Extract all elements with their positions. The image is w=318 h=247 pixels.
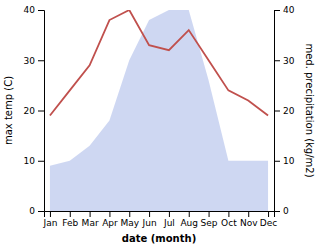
x-axis: Jan Feb MarAprMayJun Jul AugSepOctNovDec: [43, 211, 278, 228]
y2-tick-label: 30: [283, 56, 295, 66]
x-tick: May: [120, 211, 139, 228]
y2-axis-line: [275, 11, 281, 212]
y2-tick-mark: [274, 211, 280, 212]
y2-tick-mark: [274, 10, 280, 11]
y-tick-label: 20: [24, 106, 36, 116]
x-tick: Mar: [82, 211, 99, 228]
x-axis-title: date (month): [122, 233, 196, 244]
chart-container: Jan Feb MarAprMayJun Jul AugSepOctNovDec 0 10 2…: [0, 0, 318, 247]
y2-tick-mark: [274, 60, 280, 61]
y2-tick-label: 20: [283, 106, 295, 116]
y2-tick: 0: [274, 206, 289, 216]
x-tick-label: Sep: [201, 218, 218, 228]
y2-tick-label: 10: [283, 156, 295, 166]
x-tick-mark: [129, 211, 130, 217]
x-tick: Feb: [62, 211, 78, 228]
y2-axis-title: med. precipitation (kg/m2): [304, 43, 315, 177]
x-tick: Jul: [163, 211, 175, 228]
y2-tick: 30: [274, 56, 295, 66]
x-tick-label: Nov: [240, 218, 258, 228]
y-tick: 0: [29, 206, 44, 216]
x-tick-label: Jul: [163, 218, 175, 228]
x-axis-line: [45, 212, 275, 218]
x-tick-label: Jun: [142, 218, 157, 228]
y-tick-label: 10: [24, 156, 36, 166]
y-axis-title: max temp (C): [3, 76, 14, 145]
y-axis-line: [38, 11, 45, 212]
x-tick: Nov: [240, 211, 258, 228]
x-tick-label: Aug: [180, 218, 198, 228]
x-tick-label: Mar: [82, 218, 99, 228]
y-tick: 10: [24, 156, 44, 166]
y-tick-label: 0: [29, 206, 35, 216]
y2-tick: 40: [274, 5, 295, 15]
y2-tick: 10: [274, 156, 295, 166]
area: [50, 10, 268, 211]
y2-axis: 0 10 20 30 40: [274, 5, 295, 216]
x-tick: Apr: [102, 211, 118, 228]
y2-tick-mark: [274, 111, 280, 112]
y-tick-label: 30: [24, 56, 36, 66]
x-tick-mark: [70, 211, 71, 217]
x-tick-mark: [90, 211, 91, 217]
y2-tick-label: 40: [283, 5, 295, 15]
y2-tick-mark: [274, 161, 280, 162]
y-tick-mark: [38, 60, 44, 61]
x-tick-mark: [149, 211, 150, 217]
y-tick-mark: [38, 211, 44, 212]
x-tick-label: Apr: [102, 218, 118, 228]
x-tick-mark: [50, 211, 51, 217]
x-tick: Aug: [180, 211, 198, 228]
y2-tick-label: 0: [283, 206, 289, 216]
x-tick-mark: [228, 211, 229, 217]
y-tick: 30: [24, 56, 44, 66]
marks: [50, 10, 268, 211]
x-tick: Oct: [221, 211, 237, 228]
x-tick: Dec: [260, 211, 277, 228]
x-tick-mark: [109, 211, 110, 217]
y-tick-mark: [38, 111, 44, 112]
x-tick-mark: [169, 211, 170, 217]
x-tick: Sep: [201, 211, 218, 228]
y-tick: 40: [24, 5, 44, 15]
x-tick-label: Jan: [43, 218, 58, 228]
plot-area: Jan Feb MarAprMayJun Jul AugSepOctNovDec 0 10 2…: [24, 5, 295, 228]
chart: Jan Feb MarAprMayJun Jul AugSepOctNovDec 0 10 2…: [0, 0, 318, 247]
x-tick-label: Oct: [221, 218, 237, 228]
x-tick: Jan: [43, 211, 58, 228]
x-tick-label: Dec: [260, 218, 277, 228]
y-tick: 20: [24, 106, 44, 116]
x-tick-mark: [209, 211, 210, 217]
x-tick-label: May: [120, 218, 139, 228]
y-tick-mark: [38, 10, 44, 11]
x-tick-mark: [268, 211, 269, 217]
x-tick-mark: [248, 211, 249, 217]
x-tick-label: Feb: [62, 218, 78, 228]
y2-tick: 20: [274, 106, 295, 116]
line: [50, 10, 268, 116]
y-axis: 0 10 20 30 40: [24, 5, 45, 216]
y-tick-mark: [38, 161, 44, 162]
x-tick-mark: [189, 211, 190, 217]
x-tick: Jun: [142, 211, 157, 228]
y-tick-label: 40: [24, 5, 36, 15]
